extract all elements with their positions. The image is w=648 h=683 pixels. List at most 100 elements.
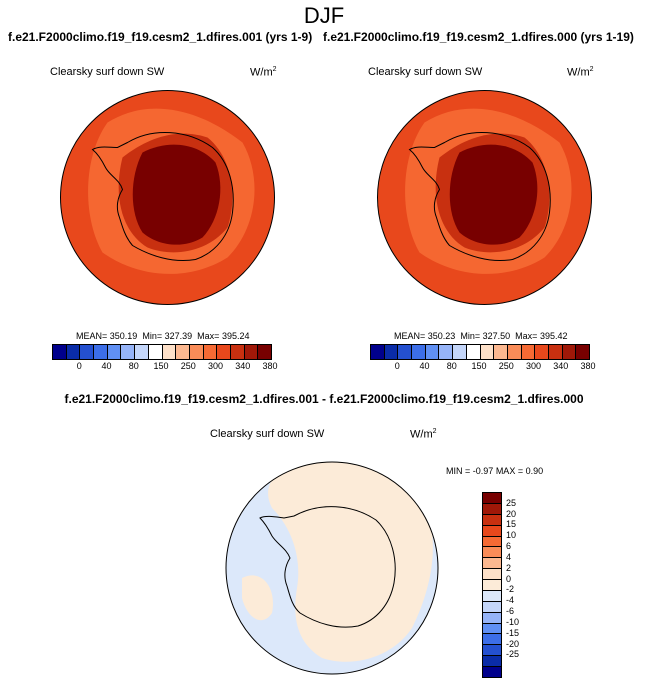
colorbar-diff-swatch	[483, 656, 501, 667]
colorbar-labels-right: 0 40 80 150 250 300 340 380	[370, 361, 596, 373]
units-diff: W/m2	[410, 428, 437, 441]
units-left: W/m2	[250, 66, 277, 79]
colorbar-left-tick-label: 250	[180, 361, 196, 371]
colorbar-right-swatch	[576, 345, 589, 359]
colorbar-right	[370, 344, 590, 360]
colorbar-right-swatch	[494, 345, 508, 359]
colorbar-right-tick-label: 340	[553, 361, 569, 371]
units-right: W/m2	[567, 66, 594, 79]
antarctica-coastline	[91, 132, 234, 261]
colorbar-left-tick-label: 300	[207, 361, 224, 371]
map-left	[60, 90, 275, 305]
colorbar-left-swatch	[121, 345, 136, 359]
colorbar-labels-diff: 25 20 15 10 6 4 2 0 -2 -4 -6 -10 -15 -20 -25	[506, 492, 536, 676]
colorbar-right-swatch	[480, 345, 495, 359]
colorbar-right-tick-label: 80	[446, 361, 457, 371]
difference-title: f.e21.F2000climo.f19_f19.cesm2_1.dfires.…	[64, 392, 584, 406]
main-title: DJF	[303, 3, 345, 28]
colorbar-diff	[482, 492, 502, 678]
colorbar-labels-left: 0 40 80 150 250 300 340 380	[52, 361, 278, 373]
colorbar-left-swatch	[189, 345, 204, 359]
colorbar-left-swatch	[230, 345, 245, 359]
colorbar-diff-tick-label: 25	[506, 497, 517, 508]
colorbar-right-tick-label: 40	[419, 361, 430, 371]
colorbar-diff-swatch	[483, 623, 501, 635]
colorbar-diff-swatch	[483, 601, 501, 613]
colorbar-right-swatch	[521, 345, 536, 359]
colorbar-right-tick-label: 380	[580, 361, 596, 371]
colorbar-right-tick-label: 250	[498, 361, 514, 371]
colorbar-diff-tick-label: -2	[506, 584, 515, 595]
colorbar-left-swatch	[94, 345, 108, 359]
colorbar-diff-swatch	[483, 569, 501, 580]
colorbar-diff-tick-label: 15	[506, 519, 517, 530]
colorbar-left-swatch	[148, 345, 163, 359]
case-title-right: f.e21.F2000climo.f19_f19.cesm2_1.dfires.…	[323, 30, 634, 44]
colorbar-left-swatch	[217, 345, 231, 359]
antarctica-coastline	[408, 132, 551, 261]
colorbar-diff-swatch	[483, 493, 501, 504]
colorbar-diff-swatch	[483, 558, 501, 570]
colorbar-left-tick-label: 80	[128, 361, 139, 371]
colorbar-diff-tick-label: -20	[506, 638, 520, 649]
colorbar-right-swatch	[398, 345, 413, 359]
colorbar-diff-tick-label: 4	[506, 551, 512, 562]
colorbar-right-swatch	[425, 345, 440, 359]
colorbar-left-tick-label: 40	[101, 361, 112, 371]
colorbar-right-swatch	[453, 345, 467, 359]
colorbar-diff-tick-label: 6	[506, 541, 512, 552]
colorbar-left-tick-label: 150	[153, 361, 169, 371]
positive-anomaly-field	[268, 462, 433, 662]
colorbar-diff-tick-label: -10	[506, 616, 520, 627]
colorbar-right-tick-label: 0	[394, 361, 400, 371]
colorbar-left-tick-label: 0	[76, 361, 82, 371]
map-right	[377, 90, 592, 305]
colorbar-right-tick-label: 150	[471, 361, 487, 371]
colorbar-diff-swatch	[483, 547, 501, 559]
plateau-field	[132, 144, 221, 245]
colorbar-right-swatch	[439, 345, 454, 359]
colorbar-left-swatch	[53, 345, 67, 359]
stats-diff: MIN = -0.97 MAX = 0.90	[446, 466, 544, 476]
colorbar-right-tick-label: 300	[525, 361, 542, 371]
colorbar-diff-tick-label: -15	[506, 627, 520, 638]
colorbar-diff-tick-label: -25	[506, 649, 520, 660]
colorbar-diff-tick-label: 10	[506, 530, 517, 541]
colorbar-diff-swatch	[483, 514, 501, 526]
variable-label-diff: Clearsky surf down SW	[210, 428, 325, 440]
colorbar-diff-tick-label: -6	[506, 606, 515, 617]
colorbar-diff-swatch	[483, 667, 501, 677]
case-title-left: f.e21.F2000climo.f19_f19.cesm2_1.dfires.…	[8, 30, 313, 44]
plateau-field	[449, 144, 538, 245]
colorbar-left-tick-label: 380	[262, 361, 278, 371]
colorbar-right-swatch	[412, 345, 426, 359]
colorbar-left-swatch	[107, 345, 122, 359]
colorbar-diff-swatch	[483, 503, 501, 515]
colorbar-left-swatch	[176, 345, 190, 359]
colorbar-right-swatch	[507, 345, 522, 359]
colorbar-diff-swatch	[483, 536, 501, 548]
colorbar-left-swatch	[135, 345, 149, 359]
colorbar-right-swatch	[466, 345, 481, 359]
map-difference	[225, 461, 439, 675]
colorbar-diff-swatch	[483, 525, 501, 537]
colorbar-left-tick-label: 340	[235, 361, 251, 371]
stats-left: MEAN= 350.19 Min= 327.39 Max= 395.24	[76, 331, 250, 341]
colorbar-right-swatch	[384, 345, 399, 359]
map-border	[377, 90, 592, 305]
stats-right: MEAN= 350.23 Min= 327.50 Max= 395.42	[394, 331, 568, 341]
colorbar-left	[52, 344, 272, 360]
colorbar-diff-swatch	[483, 645, 501, 657]
colorbar-right-swatch	[562, 345, 577, 359]
variable-label-left: Clearsky surf down SW	[50, 66, 165, 78]
map-border	[225, 461, 439, 675]
colorbar-right-swatch	[548, 345, 563, 359]
colorbar-diff-swatch	[483, 612, 501, 624]
positive-anomaly-patch	[242, 575, 273, 621]
antarctica-coastline	[259, 506, 396, 628]
colorbar-right-swatch	[535, 345, 549, 359]
colorbar-left-swatch	[203, 345, 218, 359]
colorbar-left-swatch	[80, 345, 95, 359]
colorbar-left-swatch	[258, 345, 271, 359]
colorbar-diff-tick-label: 2	[506, 562, 512, 573]
